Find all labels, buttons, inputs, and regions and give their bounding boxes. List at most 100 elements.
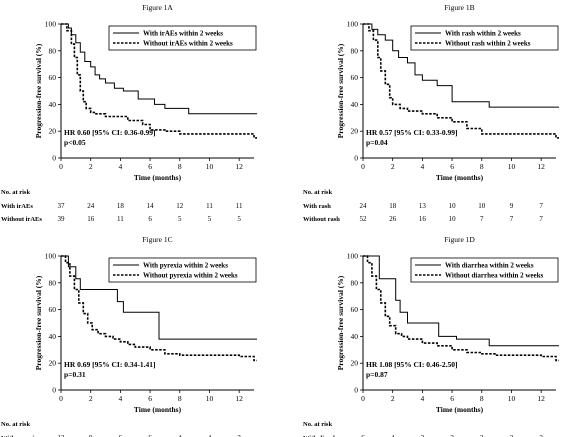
risk-value: 3 bbox=[237, 434, 241, 437]
panel-title: Figure 1D bbox=[444, 235, 475, 244]
risk-value: 37 bbox=[58, 202, 66, 210]
y-tick-label: 80 bbox=[49, 46, 57, 55]
risk-value: 11 bbox=[117, 215, 124, 223]
legend-label: With irAEs within 2 weeks bbox=[143, 30, 223, 38]
risk-value: 26 bbox=[389, 215, 397, 223]
risk-value: 2 bbox=[510, 434, 514, 437]
risk-value: 4 bbox=[208, 434, 212, 437]
km-curve-with bbox=[61, 255, 257, 340]
hr-annotation: p=0.87 bbox=[366, 370, 388, 379]
legend-label: With pyrexia within 2 weeks bbox=[143, 262, 228, 270]
y-tick-label: 20 bbox=[351, 127, 359, 136]
risk-value: 24 bbox=[87, 202, 95, 210]
risk-value: 12 bbox=[176, 202, 184, 210]
km-curve-with bbox=[61, 23, 257, 115]
risk-value: 9 bbox=[89, 434, 93, 437]
x-tick-label: 4 bbox=[119, 394, 123, 403]
x-tick-label: 6 bbox=[450, 162, 454, 171]
x-tick-label: 10 bbox=[508, 394, 516, 403]
x-tick-label: 6 bbox=[148, 162, 152, 171]
y-axis-label: Progression-free survival (%) bbox=[336, 275, 345, 370]
legend-label: Without diarrhea within 2 weeks bbox=[445, 272, 544, 280]
legend-box bbox=[410, 25, 559, 51]
y-tick-label: 40 bbox=[49, 332, 57, 341]
y-tick-label: 0 bbox=[354, 386, 358, 395]
x-tick-label: 4 bbox=[119, 162, 123, 171]
hr-annotation: p=0.31 bbox=[64, 370, 86, 379]
risk-row-label: Without rash bbox=[303, 216, 340, 223]
risk-value: 18 bbox=[117, 202, 125, 210]
x-axis-label: Time (months) bbox=[134, 405, 182, 414]
risk-value: 16 bbox=[87, 215, 95, 223]
x-tick-label: 2 bbox=[89, 162, 93, 171]
hr-annotation: p<0.05 bbox=[64, 138, 86, 147]
hr-annotation: HR 0.69 [95% CI: 0.34-1.41] bbox=[64, 360, 155, 369]
x-tick-label: 8 bbox=[178, 394, 182, 403]
risk-value: 39 bbox=[58, 215, 66, 223]
risk-value: 2 bbox=[539, 434, 543, 437]
x-tick-label: 0 bbox=[361, 394, 365, 403]
risk-row-label: With pyrexia bbox=[1, 435, 38, 437]
x-tick-label: 8 bbox=[178, 162, 182, 171]
x-axis-label: Time (months) bbox=[134, 173, 182, 182]
risk-value: 24 bbox=[360, 202, 368, 210]
y-axis-label: Progression-free survival (%) bbox=[34, 275, 43, 370]
legend-label: With diarrhea within 2 weeks bbox=[445, 262, 534, 270]
y-tick-label: 20 bbox=[351, 359, 359, 368]
risk-row-label: With diarrhea bbox=[303, 435, 344, 437]
km-curve-without bbox=[363, 255, 559, 362]
x-tick-label: 0 bbox=[361, 162, 365, 171]
risk-value: 14 bbox=[147, 202, 155, 210]
panel-title: Figure 1A bbox=[142, 3, 173, 12]
x-axis-label: Time (months) bbox=[436, 405, 484, 414]
x-tick-label: 0 bbox=[59, 394, 63, 403]
y-tick-label: 80 bbox=[351, 278, 359, 287]
legend-box bbox=[108, 25, 257, 51]
risk-value: 5 bbox=[237, 215, 241, 223]
risk-value: 11 bbox=[236, 202, 243, 210]
y-tick-label: 80 bbox=[351, 46, 359, 55]
risk-value: 6 bbox=[119, 434, 123, 437]
km-curve-with bbox=[363, 255, 559, 347]
risk-table-header: No. at risk bbox=[1, 421, 30, 428]
x-tick-label: 2 bbox=[89, 394, 93, 403]
y-tick-label: 80 bbox=[49, 278, 57, 287]
y-tick-label: 20 bbox=[49, 359, 57, 368]
x-tick-label: 0 bbox=[59, 162, 63, 171]
x-tick-label: 10 bbox=[206, 162, 214, 171]
risk-value: 6 bbox=[148, 215, 152, 223]
y-axis-label: Progression-free survival (%) bbox=[336, 43, 345, 138]
km-panel-d: Figure 1D 0 20 40 60 80 100 0 2 4 6 8 10 12 Time (mont… bbox=[303, 235, 559, 437]
risk-value: 4 bbox=[391, 434, 395, 437]
risk-value: 2 bbox=[480, 434, 484, 437]
legend-box bbox=[410, 257, 559, 283]
x-tick-label: 12 bbox=[235, 394, 243, 403]
y-tick-label: 60 bbox=[351, 305, 359, 314]
x-tick-label: 12 bbox=[235, 162, 243, 171]
y-tick-label: 40 bbox=[49, 100, 57, 109]
risk-row-label: With rash bbox=[303, 203, 331, 210]
risk-value: 10 bbox=[449, 202, 457, 210]
y-tick-label: 20 bbox=[49, 127, 57, 136]
km-curve-without bbox=[61, 255, 257, 362]
y-tick-label: 100 bbox=[347, 252, 359, 261]
y-tick-label: 40 bbox=[351, 332, 359, 341]
legend-label: Without irAEs within 2 weeks bbox=[143, 40, 233, 48]
risk-value: 6 bbox=[148, 434, 152, 437]
risk-value: 2 bbox=[450, 434, 454, 437]
y-tick-label: 0 bbox=[354, 154, 358, 163]
y-tick-label: 100 bbox=[45, 252, 57, 261]
risk-row-label: Without irAEs bbox=[1, 216, 42, 223]
x-tick-label: 4 bbox=[421, 394, 425, 403]
risk-value: 7 bbox=[539, 215, 543, 223]
x-tick-label: 10 bbox=[508, 162, 516, 171]
x-tick-label: 12 bbox=[537, 162, 545, 171]
km-curve-without bbox=[61, 23, 257, 139]
x-tick-label: 2 bbox=[391, 162, 395, 171]
risk-value: 16 bbox=[419, 215, 427, 223]
legend-box bbox=[108, 257, 257, 283]
risk-row-label: With irAEs bbox=[1, 203, 33, 210]
risk-value: 3 bbox=[421, 434, 425, 437]
risk-value: 5 bbox=[178, 215, 182, 223]
